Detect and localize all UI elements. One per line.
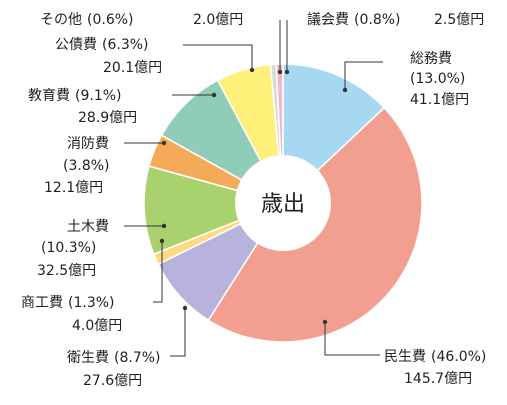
- leader-shoko: [153, 241, 163, 303]
- label-kosai-name: 公債費: [55, 37, 97, 53]
- label-kyoiku-percent: (9.1%): [75, 88, 122, 104]
- label-shoko-amount: 4.0億円: [72, 318, 122, 334]
- label-kyoiku-name: 教育費: [28, 88, 70, 104]
- label-sonota-percent: (0.6%): [87, 12, 134, 28]
- label-sonota-name: その他: [40, 12, 82, 28]
- leader-dot-doboku: [161, 223, 167, 229]
- leader-dot-eisei: [182, 305, 188, 311]
- center-label: 歳出: [261, 192, 305, 217]
- label-eisei-amount: 27.6億円: [83, 373, 142, 389]
- label-eisei-percent: (8.7%): [114, 350, 161, 366]
- label-soumu-percent: (13.0%): [410, 71, 465, 87]
- label-shoko-name: 商工費: [21, 295, 63, 311]
- label-doboku-amount: 32.5億円: [37, 263, 96, 279]
- label-shobo-amount: 12.1億円: [44, 180, 103, 196]
- leader-dot-kyoiku: [211, 92, 217, 98]
- leader-kosai: [183, 44, 253, 70]
- label-soumu-name: 総務費: [410, 51, 452, 67]
- leader-dot-shobo: [161, 140, 167, 146]
- leader-dot-gikai: [284, 69, 290, 75]
- label-shobo-name: 消防費: [67, 136, 109, 152]
- leader-dot-shoko: [159, 238, 165, 244]
- label-kyoiku-amount: 28.9億円: [78, 110, 137, 126]
- leader-dot-kosai: [249, 67, 255, 73]
- label-doboku-name: 土木費: [67, 219, 109, 235]
- label-gikai-name: 議会費: [307, 11, 349, 28]
- label-eisei-name: 衛生費: [67, 350, 109, 366]
- label-gikai-percent: (0.8%): [354, 12, 401, 28]
- leader-dot-sonota: [277, 69, 283, 75]
- leader-eisei: [170, 308, 186, 357]
- leader-lines: [124, 20, 383, 357]
- donut-hole: [235, 155, 331, 251]
- leader-dot-minsei: [322, 319, 328, 325]
- label-minsei-percent: (46.0%): [431, 349, 486, 365]
- label-sonota-amount: 2.0億円: [193, 12, 243, 28]
- label-doboku-percent: (10.3%): [41, 240, 96, 256]
- leader-dot-soumu: [342, 87, 348, 93]
- slice-labels: 総務費 (13.0%) 41.1億円 民生費 (46.0%) 145.7億円 衛…: [21, 11, 486, 389]
- leader-minsei: [324, 322, 380, 356]
- label-soumu-amount: 41.1億円: [410, 92, 469, 108]
- label-kosai-amount: 20.1億円: [103, 60, 162, 76]
- leader-soumu: [344, 61, 383, 90]
- label-shoko-percent: (1.3%): [68, 295, 115, 311]
- label-shobo-percent: (3.8%): [63, 158, 110, 174]
- label-minsei-amount: 145.7億円: [404, 371, 472, 387]
- label-gikai-amount: 2.5億円: [434, 12, 484, 28]
- slice-doboku: [143, 165, 286, 256]
- label-kosai-percent: (6.3%): [102, 37, 149, 53]
- label-minsei-name: 民生費: [384, 349, 426, 365]
